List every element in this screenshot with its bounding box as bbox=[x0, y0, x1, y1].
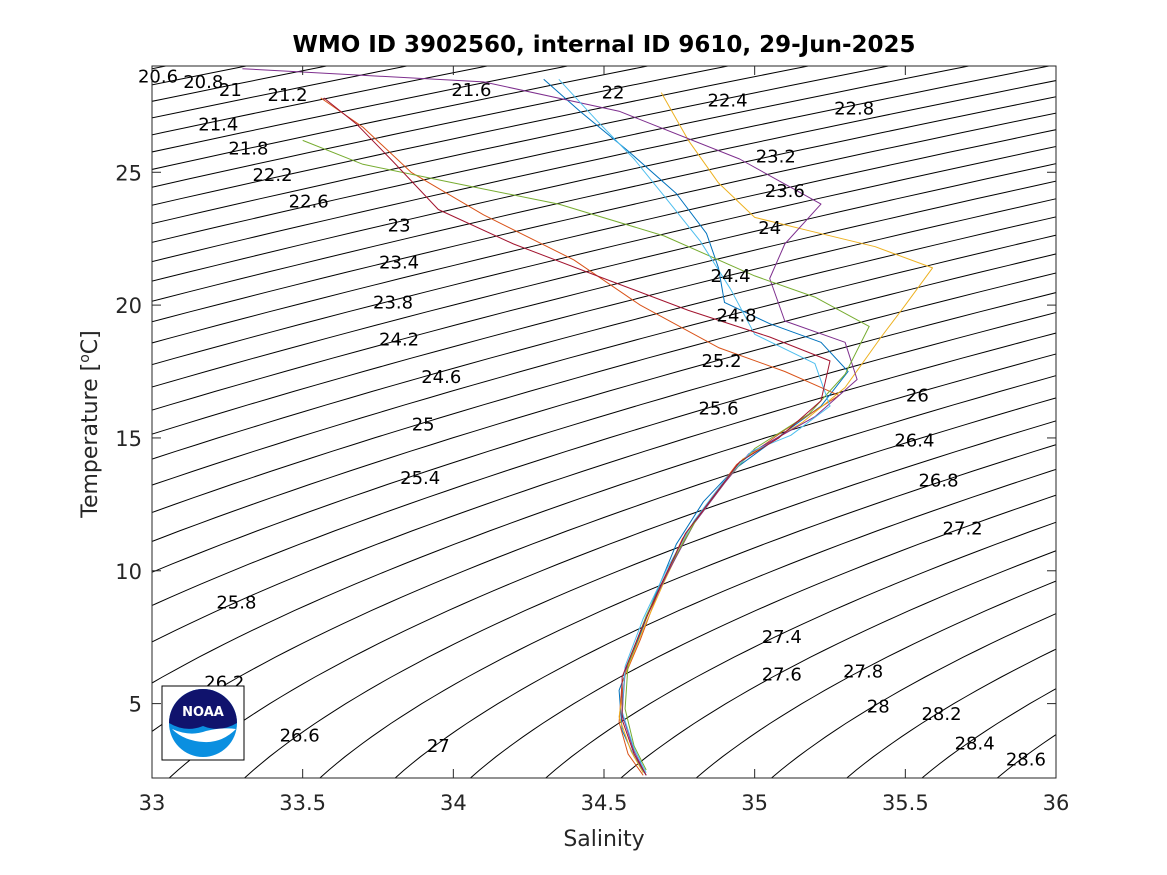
y-tick-label: 25 bbox=[115, 161, 142, 185]
isopycnal-label: 24 bbox=[758, 218, 781, 239]
isopycnal-line bbox=[152, 234, 1056, 486]
profile-line bbox=[558, 78, 831, 773]
isopycnal-line bbox=[620, 550, 1056, 778]
profile-line bbox=[302, 139, 870, 771]
isopycnal-line bbox=[152, 66, 571, 153]
isopycnal-line bbox=[152, 311, 1056, 607]
isopycnal-line bbox=[152, 66, 1052, 263]
isopycnal-label: 25.6 bbox=[698, 399, 738, 420]
isopycnal-label: 23.8 bbox=[373, 292, 413, 313]
isopycnal-label: 21.6 bbox=[451, 80, 491, 101]
isopycnal-label: 25.2 bbox=[701, 351, 741, 372]
isopycnal-line bbox=[469, 494, 1056, 778]
y-tick-label: 15 bbox=[115, 427, 142, 451]
isopycnal-label: 25.4 bbox=[400, 468, 440, 489]
isopycnal-label: 21.4 bbox=[198, 114, 238, 135]
isopycnal-label: 21.2 bbox=[268, 85, 308, 106]
isopycnal-line bbox=[845, 648, 1056, 778]
isopycnal-label: 24.6 bbox=[421, 367, 461, 388]
isopycnal-line bbox=[921, 688, 1056, 778]
x-tick-label: 34 bbox=[440, 791, 467, 815]
isopycnal-label: 25.8 bbox=[216, 593, 256, 614]
isopycnal-line bbox=[152, 66, 490, 136]
isopycnal-line bbox=[152, 96, 1056, 302]
isopycnal-line bbox=[770, 613, 1056, 778]
isopycnal-label: 26 bbox=[906, 385, 929, 406]
isopycnal-label: 28.2 bbox=[921, 704, 961, 725]
isopycnal-label: 21.8 bbox=[228, 138, 268, 159]
x-tick-label: 33.5 bbox=[279, 791, 326, 815]
y-tick-label: 10 bbox=[115, 560, 142, 584]
isopycnal-line bbox=[152, 112, 1056, 323]
isopycnal-line bbox=[152, 80, 1056, 282]
x-tick-label: 36 bbox=[1043, 791, 1070, 815]
isopycnal-line bbox=[152, 292, 1056, 573]
isopycnal-line bbox=[152, 66, 731, 188]
isopycnal-label: 23 bbox=[388, 215, 411, 236]
isopycnal-label: 26.4 bbox=[894, 431, 934, 452]
isopycnal-label: 21 bbox=[219, 80, 242, 101]
y-axis-label: Temperature [oC] bbox=[77, 330, 103, 518]
isopycnal-label: 27.6 bbox=[762, 664, 802, 685]
isopycnal-line bbox=[152, 66, 811, 206]
isopycnal-label: 23.6 bbox=[765, 181, 805, 202]
isopycnal-line bbox=[394, 468, 1056, 778]
isopycnal-label: 28.6 bbox=[1006, 749, 1046, 770]
isopycnal-line bbox=[168, 397, 1056, 778]
isopycnal-label: 28 bbox=[867, 696, 890, 717]
isopycnal-line bbox=[152, 216, 1056, 460]
isopycnal-label: 27.8 bbox=[843, 662, 883, 683]
isopycnal-label: 22.8 bbox=[834, 99, 874, 120]
isopycnal-label: 27.2 bbox=[943, 518, 983, 539]
isopycnal-label: 26.8 bbox=[918, 470, 958, 491]
isopycnal-line bbox=[152, 332, 1056, 643]
isopycnal-line bbox=[544, 521, 1056, 778]
x-tick-label: 33 bbox=[139, 791, 166, 815]
x-tick-label: 34.5 bbox=[581, 791, 628, 815]
isopycnal-label: 22 bbox=[602, 83, 625, 104]
isopycnal-line bbox=[152, 253, 1056, 514]
isopycnal-line bbox=[319, 444, 1056, 778]
isopycnal-label: 20.6 bbox=[138, 67, 178, 88]
isopycnal-label: 22.4 bbox=[708, 91, 748, 112]
plot-background bbox=[152, 66, 1056, 778]
isopycnal-label: 24.8 bbox=[717, 306, 757, 327]
isopycnal-labels: 20.6 20.821 21.2 21.4 21.6 21.8 22 22.2 22.4 22.6… bbox=[138, 67, 1046, 771]
isopycnal-line bbox=[152, 66, 972, 243]
isopycnal-label: 20.8 bbox=[183, 72, 223, 93]
isopycnal-label: 23.2 bbox=[756, 146, 796, 167]
y-tick-label: 5 bbox=[129, 693, 142, 717]
chart-title: WMO ID 3902560, internal ID 9610, 29-Jun… bbox=[292, 32, 915, 58]
isopycnal-label: 25 bbox=[412, 415, 435, 436]
isopycnal-label: 22.6 bbox=[289, 191, 329, 212]
isopycnal-label: 24.2 bbox=[379, 330, 419, 351]
x-axis-label: Salinity bbox=[563, 827, 644, 852]
isopycnal-line bbox=[152, 66, 892, 225]
isopycnal-line bbox=[152, 66, 651, 170]
profile-line bbox=[323, 97, 831, 776]
isopycnal-label: 24.4 bbox=[711, 266, 751, 287]
axis-ticks: 33 33.5 34 34.5 35 35.5 36 5 10 15 20 25 bbox=[115, 66, 1069, 815]
isopycnal-label: 22.2 bbox=[252, 165, 292, 186]
isopycnal-label: 28.4 bbox=[955, 733, 995, 754]
isopycnal-label: 26.6 bbox=[280, 725, 320, 746]
x-tick-label: 35.5 bbox=[882, 791, 929, 815]
logo-sky bbox=[169, 689, 237, 729]
logo-text: NOAA bbox=[182, 705, 224, 720]
isopycnal-label: 23.4 bbox=[379, 253, 419, 274]
isopycnal-label: 27 bbox=[427, 736, 450, 757]
isopycnal-line bbox=[152, 198, 1056, 435]
isopycnal-line bbox=[695, 580, 1056, 778]
isopycnal-line bbox=[243, 420, 1056, 778]
y-tick-label: 20 bbox=[115, 294, 142, 318]
x-tick-label: 35 bbox=[741, 791, 768, 815]
isopycnal-line bbox=[152, 353, 1056, 684]
isopycnal-line bbox=[152, 272, 1056, 542]
noaa-logo: NOAA bbox=[161, 685, 245, 761]
isopycnal-label: 27.4 bbox=[762, 627, 802, 648]
profile-lines bbox=[242, 68, 933, 776]
logo-wave bbox=[172, 728, 236, 743]
